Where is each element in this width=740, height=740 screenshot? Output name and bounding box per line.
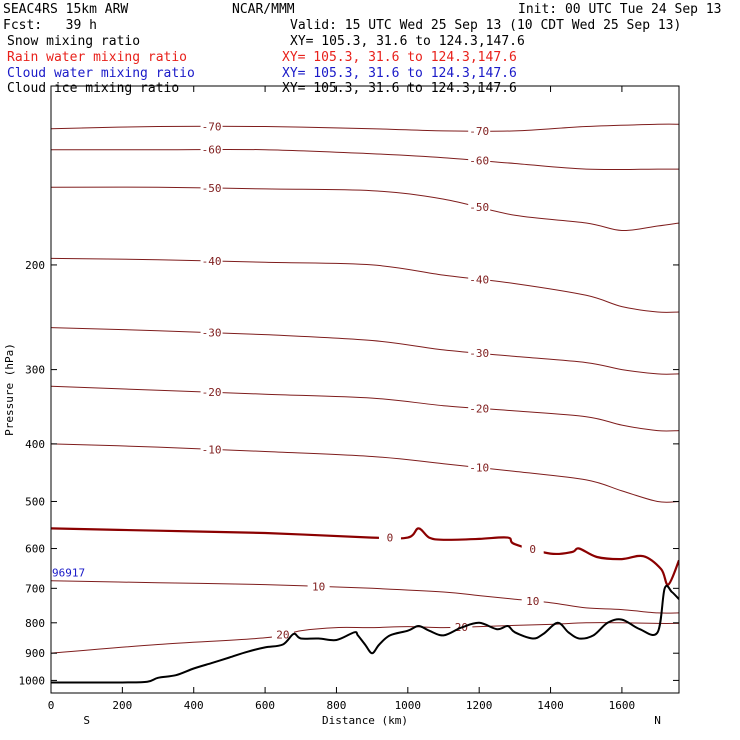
contour-line--20	[51, 385, 679, 432]
contour-lines: -70 -70 -60 -60 -50 -50 -40 -40 -30 -30 -20 -20 -10 -…	[51, 120, 679, 654]
contour-line--50	[51, 186, 679, 232]
contour-label--20: -20	[469, 402, 489, 415]
y-tick-label: 900	[25, 647, 45, 660]
contour-label--70: -70	[469, 125, 489, 138]
field-name-cloud-water: Cloud water mixing ratio	[7, 66, 195, 81]
field-name-snow: Snow mixing ratio	[7, 34, 141, 49]
contour-label--40: -40	[469, 273, 489, 286]
axes: 0 200 400 600 800 1000 1200 1400 160020030040050…	[3, 85, 680, 727]
contour-line--70	[51, 123, 679, 132]
contour-label-bg	[468, 461, 491, 474]
y-tick-label: 700	[25, 582, 45, 595]
contour-line-10	[51, 580, 679, 614]
plot-frame	[50, 85, 680, 694]
contour-label--10: -10	[202, 443, 222, 456]
field-xy-cloud-water: XY= 105.3, 31.6 to 124.3,147.6	[282, 66, 517, 81]
contour-label-bg	[200, 443, 223, 456]
y-tick-label: 800	[25, 617, 45, 630]
contour-label--60: -60	[202, 144, 222, 157]
stray-value-label: 96917	[52, 566, 85, 579]
field-name-cloud-ice: Cloud ice mixing ratio	[7, 81, 180, 96]
contour-label-10: 10	[526, 595, 539, 608]
contour-label-bg	[378, 531, 401, 544]
field-name-rain: Rain water mixing ratio	[7, 50, 188, 65]
contour-label-bg	[468, 201, 491, 214]
x-tick-label: 1400	[537, 699, 564, 712]
contour-label--70: -70	[202, 121, 222, 134]
x-tick-label: 0	[48, 699, 55, 712]
contour-label-bg	[468, 402, 491, 415]
end-label-north: N	[654, 714, 661, 727]
contour-label-bg	[468, 273, 491, 286]
contour-label-20: 20	[276, 628, 289, 641]
contour-line--40	[51, 257, 679, 313]
end-label-south: S	[83, 714, 90, 727]
contour-label-bg	[307, 580, 330, 593]
y-tick-label: 200	[25, 259, 45, 272]
contour-label-bg	[200, 255, 223, 268]
contour-label-bg	[468, 154, 491, 167]
contour-label-bg	[200, 143, 223, 156]
y-tick-label: 300	[25, 364, 45, 377]
y-tick-label: 600	[25, 543, 45, 556]
x-tick-label: 600	[255, 699, 275, 712]
forecast-hour: Fcst: 39 h	[3, 18, 97, 33]
contour-label-bg	[200, 386, 223, 399]
contour-line-0	[51, 527, 679, 586]
contour-label--10: -10	[469, 462, 489, 475]
contour-line--10	[51, 443, 679, 503]
x-tick-label: 1000	[395, 699, 422, 712]
x-tick-label: 200	[112, 699, 132, 712]
init-time: Init: 00 UTC Tue 24 Sep 13	[518, 2, 722, 17]
x-tick-label: 1200	[466, 699, 493, 712]
field-xy-snow: XY= 105.3, 31.6 to 124.3,147.6	[290, 34, 525, 49]
contour-label-bg	[200, 182, 223, 195]
contour-label--40: -40	[202, 255, 222, 268]
contour-label-bg	[468, 347, 491, 360]
terrain-layer	[51, 584, 679, 684]
y-axis-label: Pressure (hPa)	[3, 343, 16, 436]
contour-label-bg	[271, 628, 294, 641]
x-axis-label: Distance (km)	[322, 714, 408, 727]
y-tick-label: 1000	[19, 674, 46, 687]
contour-line--30	[51, 327, 679, 375]
y-tick-label: 400	[25, 438, 45, 451]
terrain-line	[51, 584, 679, 684]
contour-label--50: -50	[202, 182, 222, 195]
x-tick-label: 1600	[609, 699, 636, 712]
contour-label-bg	[200, 326, 223, 339]
contour-label-10: 10	[312, 580, 325, 593]
x-tick-label: 800	[327, 699, 347, 712]
contour-label--50: -50	[469, 201, 489, 214]
valid-time: Valid: 15 UTC Wed 25 Sep 13 (10 CDT Wed …	[290, 18, 682, 33]
field-xy-rain: XY= 105.3, 31.6 to 124.3,147.6	[282, 50, 517, 65]
contour-label-bg	[200, 120, 223, 133]
model-title: SEAC4RS 15km ARW	[3, 2, 129, 17]
contour-label-bg	[521, 594, 544, 607]
contour-label-0: 0	[529, 543, 536, 556]
contour-label--30: -30	[469, 347, 489, 360]
y-tick-label: 500	[25, 495, 45, 508]
contour-label-bg	[468, 124, 491, 137]
contour-label-0: 0	[387, 532, 394, 545]
x-tick-label: 400	[184, 699, 204, 712]
contour-label--30: -30	[202, 327, 222, 340]
contour-line--60	[51, 148, 679, 171]
contour-label-bg	[521, 542, 544, 555]
org-label: NCAR/MMM	[232, 2, 295, 17]
contour-label--20: -20	[202, 386, 222, 399]
contour-label--60: -60	[469, 155, 489, 168]
